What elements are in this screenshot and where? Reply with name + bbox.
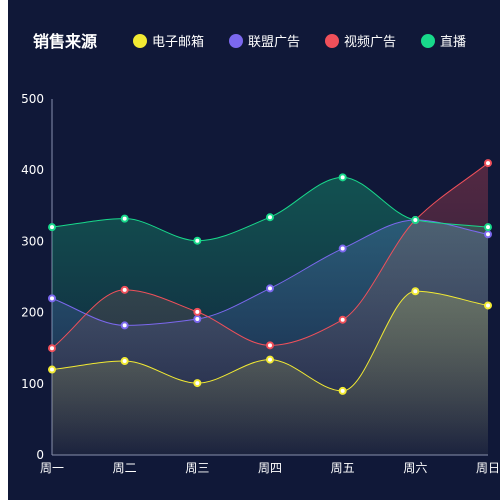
x-tick-label: 周五 [331, 461, 355, 475]
legend: 电子邮箱 联盟广告 视频广告 直播 [133, 34, 466, 50]
data-point-2-1 [120, 285, 129, 294]
data-point-1-6 [484, 230, 492, 239]
x-tick-label: 周二 [113, 461, 137, 475]
data-point-3-3 [266, 213, 274, 222]
x-tick-label: 周一 [40, 461, 64, 475]
data-point-1-2 [193, 315, 202, 324]
chart-title: 销售来源 [33, 32, 97, 51]
data-point-3-6 [484, 223, 492, 232]
y-tick-label: 500 [21, 92, 44, 106]
y-tick-label: 100 [21, 377, 44, 391]
area-fill-3 [52, 177, 488, 455]
legend-marker-0 [133, 34, 147, 48]
legend-label-3: 直播 [440, 35, 466, 50]
data-point-3-1 [120, 214, 129, 223]
series-points [48, 159, 492, 395]
x-tick-label: 周日 [476, 461, 500, 475]
y-tick-label: 300 [21, 234, 44, 248]
data-point-1-3 [266, 284, 274, 293]
data-point-0-0 [48, 365, 56, 374]
data-point-0-5 [411, 287, 420, 296]
x-tick-label: 周四 [258, 461, 282, 475]
legend-label-0: 电子邮箱 [152, 34, 204, 50]
legend-label-1: 联盟广告 [248, 35, 300, 50]
x-tick-label: 周六 [403, 461, 427, 475]
data-point-0-3 [266, 355, 274, 364]
data-point-2-4 [338, 315, 347, 324]
data-point-2-3 [266, 341, 274, 350]
series-areas [52, 163, 488, 455]
data-point-1-0 [48, 294, 56, 303]
x-tick-label: 周三 [185, 461, 209, 475]
y-tick-label: 400 [21, 163, 44, 177]
data-point-3-5 [411, 216, 420, 225]
data-point-2-6 [484, 159, 492, 168]
data-point-2-0 [48, 344, 56, 353]
legend-label-2: 视频广告 [344, 35, 396, 50]
legend-marker-2 [325, 34, 339, 48]
data-point-1-4 [338, 244, 347, 253]
data-point-0-1 [120, 357, 129, 366]
data-point-0-2 [193, 379, 202, 388]
y-tick-label: 0 [36, 448, 44, 462]
data-point-3-4 [338, 173, 347, 182]
data-point-1-1 [120, 321, 129, 330]
axes: 0 100 200 300 400 500 周一 周二 周三 周四 周五 周六 周日 [21, 92, 500, 475]
legend-marker-1 [229, 34, 243, 48]
data-point-3-2 [193, 236, 202, 245]
data-point-2-2 [193, 307, 202, 316]
y-tick-label: 200 [21, 306, 44, 320]
data-point-0-6 [484, 301, 492, 310]
data-point-3-0 [48, 223, 56, 232]
data-point-0-4 [338, 386, 347, 395]
legend-marker-3 [421, 34, 435, 48]
